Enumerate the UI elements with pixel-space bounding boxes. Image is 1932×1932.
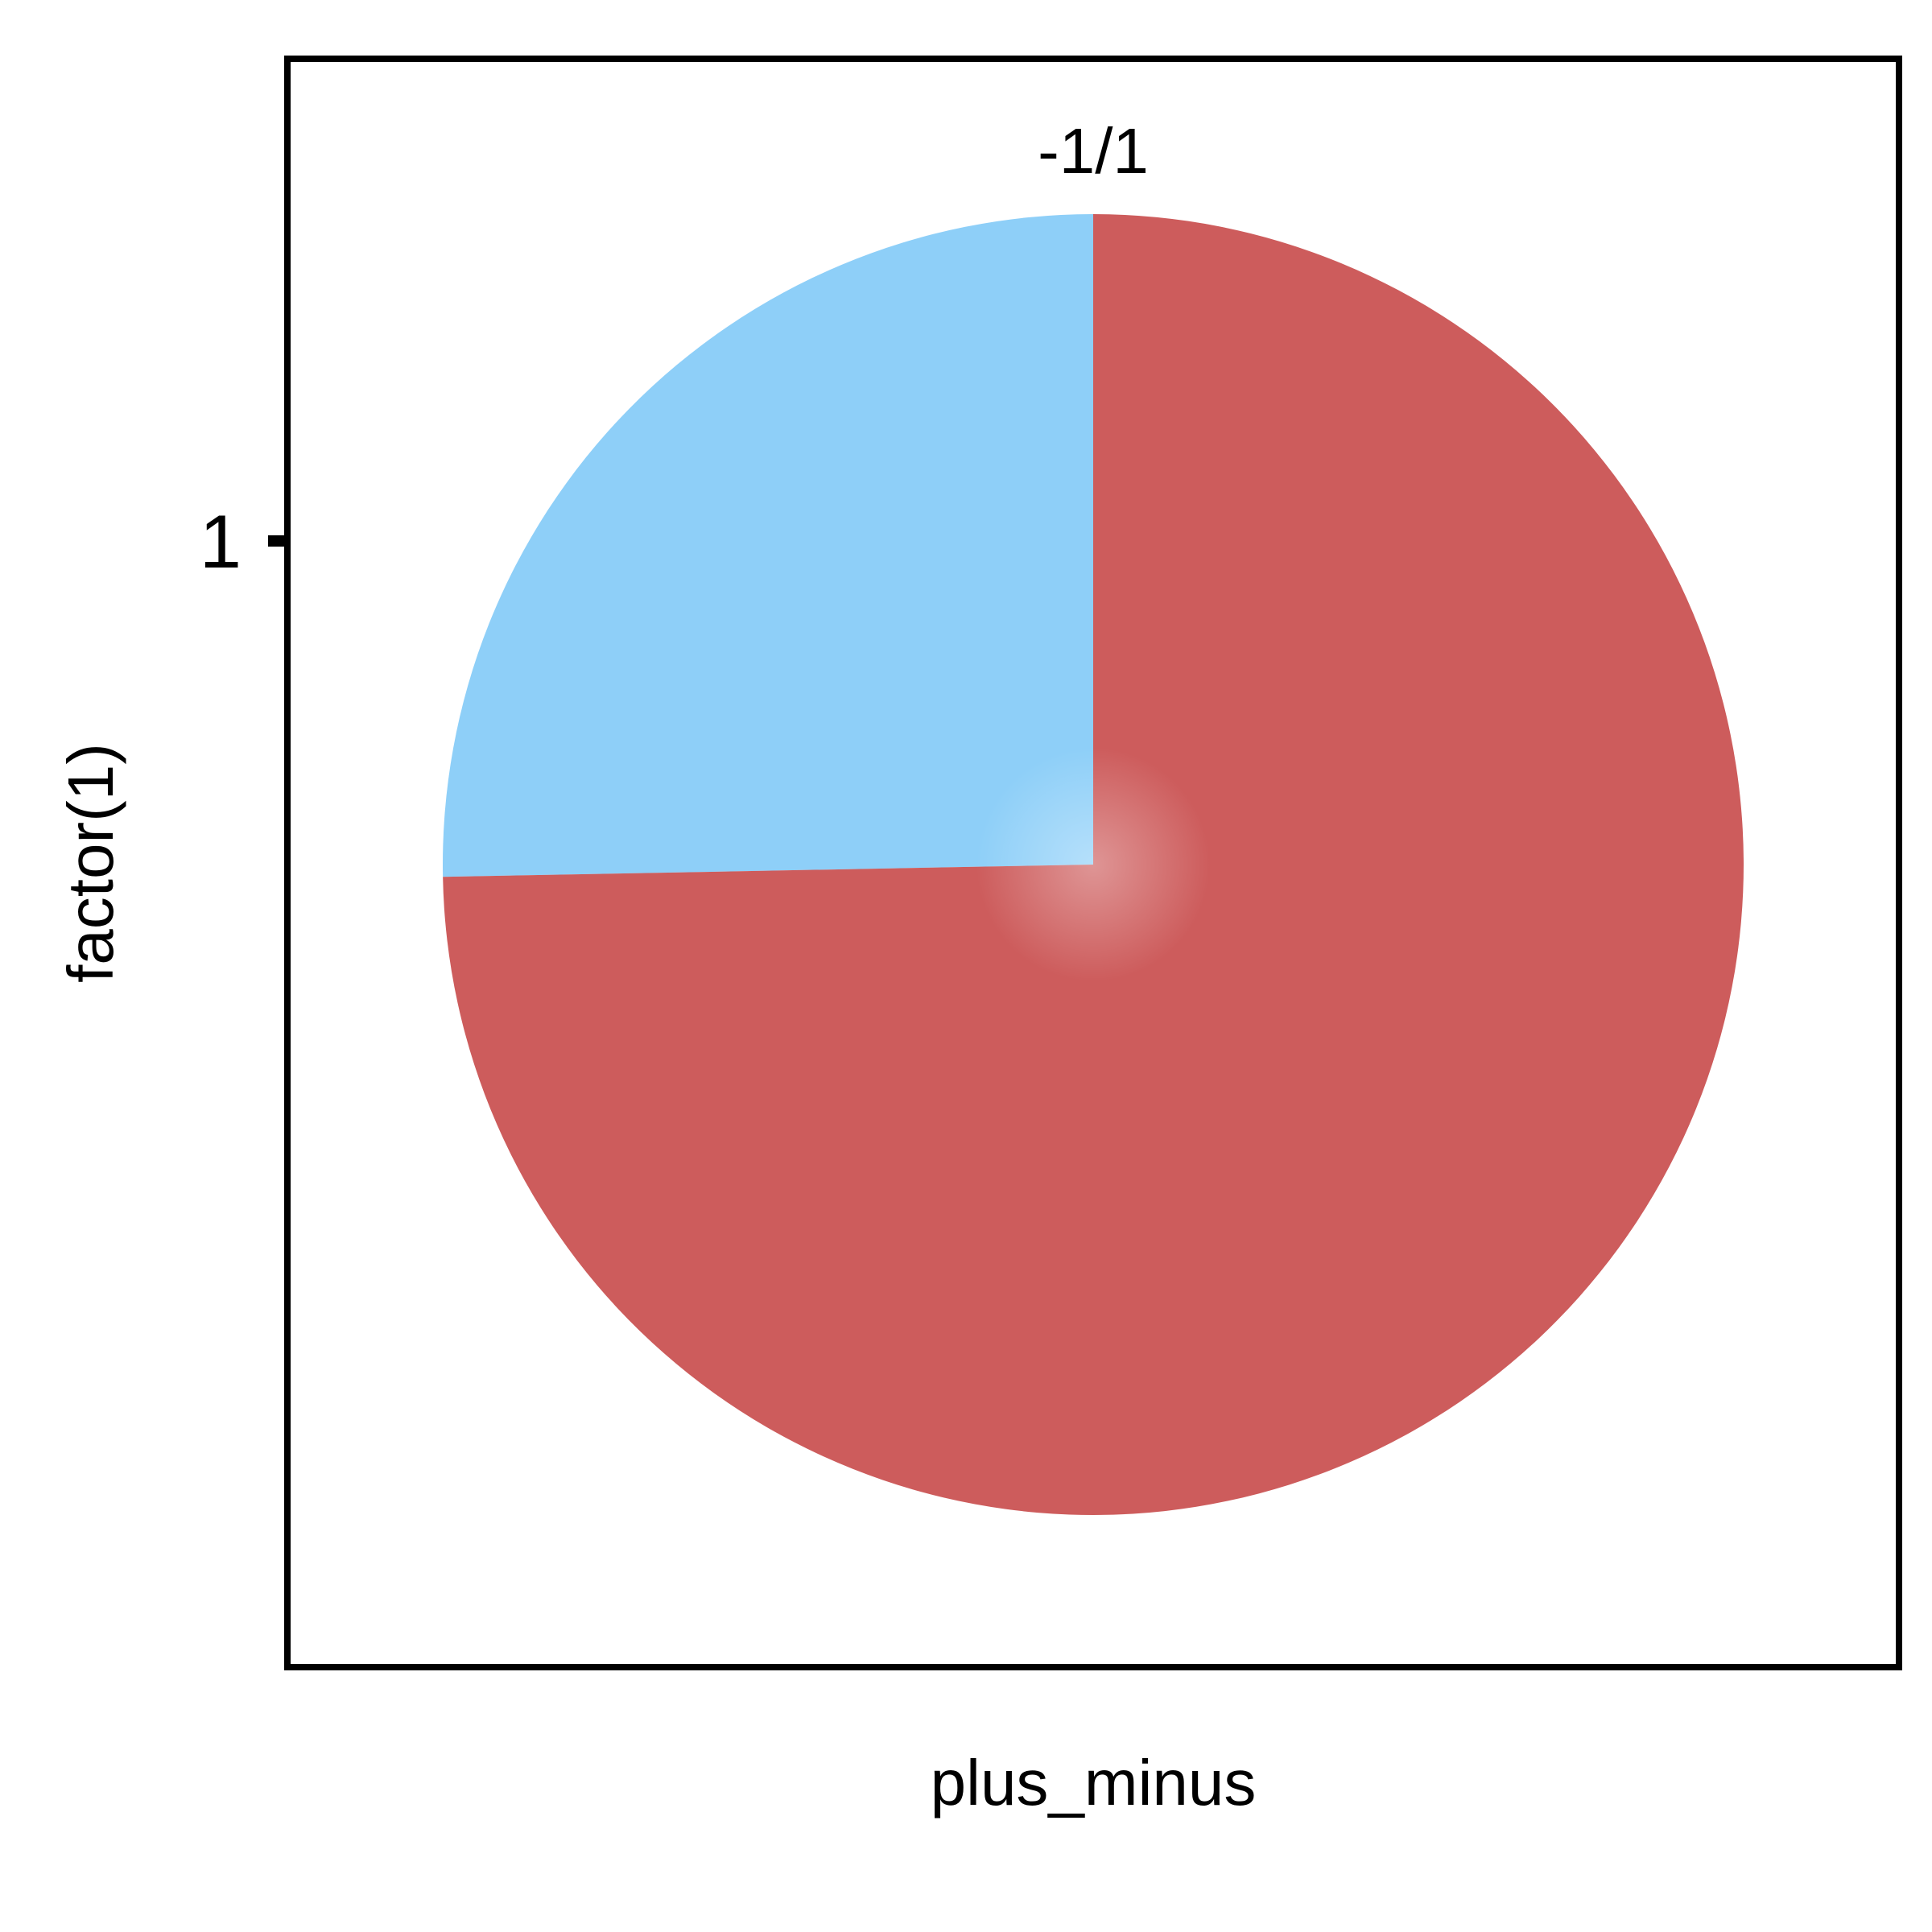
- pie-slice-0: [443, 214, 1093, 877]
- x-axis-label: plus_minus: [931, 1747, 1257, 1818]
- facet-label: -1/1: [1038, 115, 1149, 187]
- y-tick-label: 1: [200, 499, 242, 584]
- y-axis-label: factor(1): [55, 743, 126, 983]
- pie-slices: [443, 214, 1744, 1515]
- panel-border: [284, 56, 1902, 1670]
